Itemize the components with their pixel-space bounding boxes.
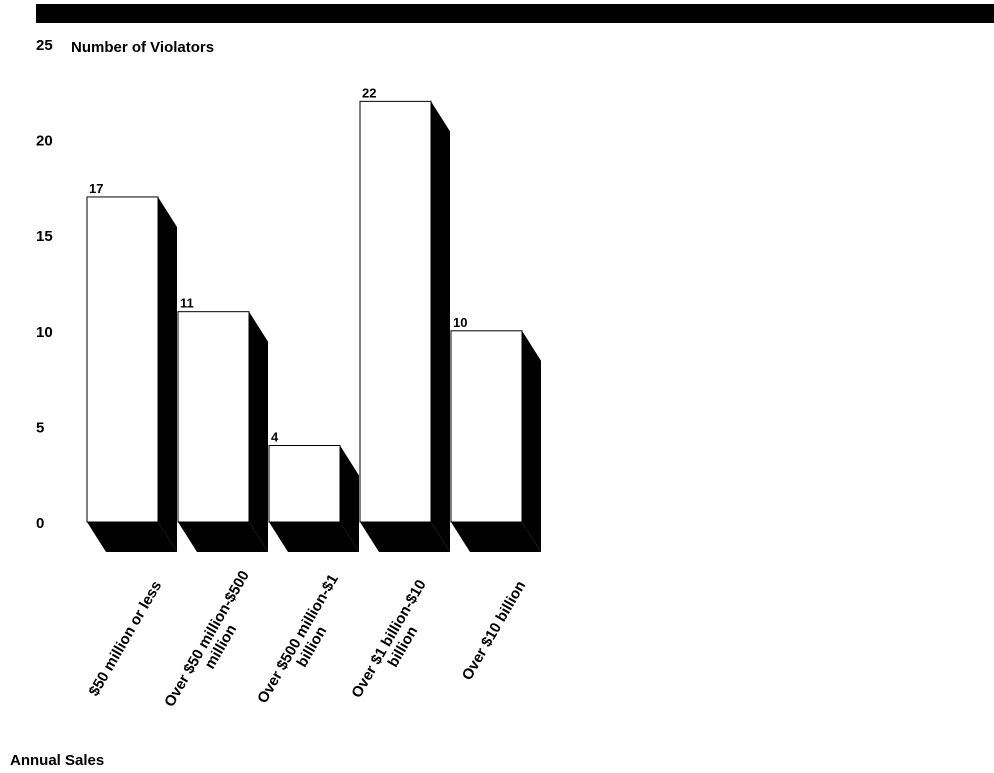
bar: 10 [450, 315, 541, 552]
x-tick-label: Over $10 billion [459, 578, 530, 683]
bar: 4 [268, 430, 359, 552]
bar-face [450, 330, 523, 523]
bar-base-shadow [360, 522, 450, 552]
bar-face [86, 196, 159, 523]
y-tick-label: 15 [36, 228, 53, 245]
y-tick-label: 0 [36, 515, 44, 532]
bar-side-shadow [158, 196, 177, 552]
bar: 17 [86, 181, 177, 552]
x-tick-label: $50 million or less [86, 578, 166, 699]
x-tick-label-line: Over $1 billion-$10 [348, 577, 429, 701]
bar-value-label: 4 [271, 430, 279, 445]
top-rule [36, 4, 994, 23]
bar-value-label: 11 [180, 296, 194, 311]
bar-face [359, 100, 432, 523]
bar-side-shadow [431, 101, 450, 553]
bar-side-shadow [522, 330, 541, 552]
x-tick-label-line: Over $500 million-$1 [254, 571, 342, 706]
y-tick-label: 10 [36, 324, 53, 341]
bar-base-shadow [87, 522, 177, 552]
x-axis-label: Annual Sales [10, 752, 105, 769]
bar-side-shadow [340, 445, 359, 552]
bars: 17 11 4 22 10 [86, 85, 541, 553]
bar-side-shadow [249, 311, 268, 552]
x-tick-label-line: Over $50 million-$500 [161, 568, 253, 710]
bar-base-shadow [269, 522, 359, 552]
y-axis-label: Number of Violators [71, 39, 214, 56]
bar-value-label: 22 [362, 85, 376, 100]
bar-value-label: 10 [453, 315, 467, 330]
x-tick-label-line: $50 million or less [86, 578, 166, 699]
y-tick-label: 20 [36, 133, 53, 150]
bar: 22 [359, 85, 450, 553]
y-tick-label-top: 25 [36, 37, 53, 54]
x-tick-label-line: Over $10 billion [459, 578, 530, 683]
y-tick-label: 5 [36, 419, 44, 436]
bar-base-shadow [178, 522, 268, 552]
bar: 11 [177, 296, 268, 552]
bar-face [268, 445, 341, 523]
y-tick-labels: 0 5 10 15 20 25 [36, 37, 53, 532]
bar-value-label: 17 [89, 181, 103, 196]
bar-face [177, 311, 250, 523]
bar-base-shadow [451, 522, 541, 552]
